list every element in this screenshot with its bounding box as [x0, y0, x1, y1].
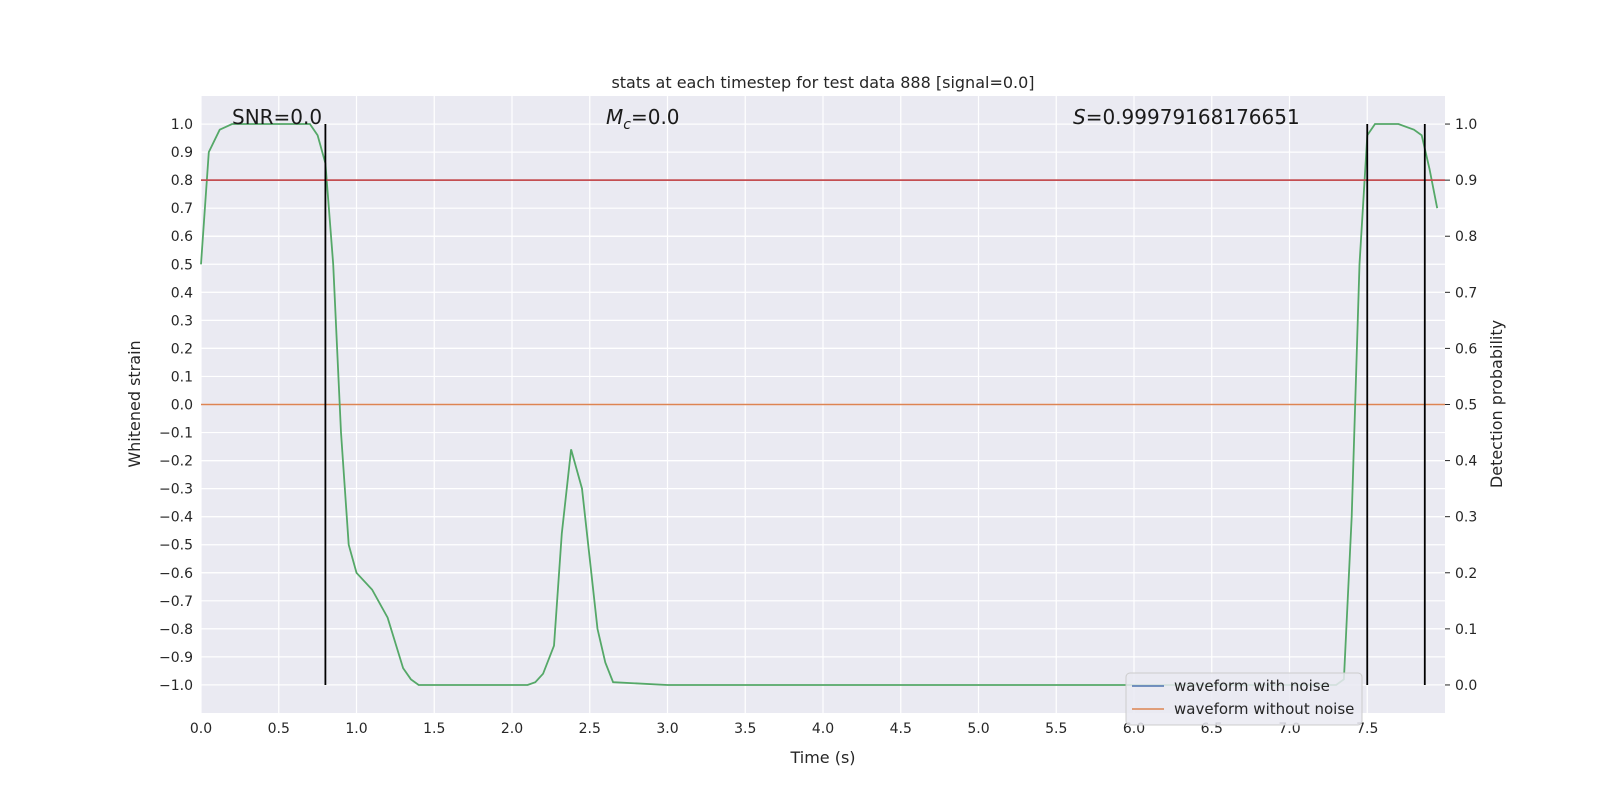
legend-label-noise: waveform with noise [1174, 677, 1330, 695]
s-symbol: S [1073, 105, 1086, 129]
y-right-tick-label: 0.2 [1455, 566, 1477, 582]
y-tick-label: −0.8 [159, 622, 193, 638]
x-tick-label: 5.5 [1045, 721, 1067, 737]
y-tick-label: −0.5 [159, 538, 193, 554]
y-tick-label: 0.0 [171, 398, 193, 414]
y-tick-label: −1.0 [159, 678, 193, 694]
y-right-tick-label: 0.6 [1455, 341, 1477, 357]
legend-box [1125, 672, 1363, 726]
y-tick-label: −0.7 [159, 594, 193, 610]
y-right-tick-label: 0.1 [1455, 622, 1477, 638]
y-right-tick-label: 0.3 [1455, 510, 1477, 526]
y-tick-label: 0.6 [171, 229, 193, 245]
y-tick-label: 0.3 [171, 313, 193, 329]
y-tick-label: −0.3 [159, 482, 193, 498]
x-tick-label: 3.5 [734, 721, 756, 737]
x-tick-label: 0.5 [268, 721, 290, 737]
y-tick-label: −0.4 [159, 510, 193, 526]
legend-label-clean: waveform without noise [1174, 700, 1354, 718]
y-tick-label: 0.2 [171, 341, 193, 357]
y-right-tick-label: 0.0 [1455, 678, 1477, 694]
legend: waveform with noise waveform without noi… [1125, 672, 1363, 726]
y-tick-label: 0.7 [171, 201, 193, 217]
x-tick-label: 1.0 [345, 721, 367, 737]
y-tick-label: 0.9 [171, 145, 193, 161]
x-tick-label: 3.0 [656, 721, 678, 737]
mc-value: =0.0 [631, 105, 680, 129]
y-tick-label: 1.0 [171, 117, 193, 133]
s-value: =0.99979168176651 [1086, 105, 1300, 129]
y-tick-label: 0.4 [171, 285, 193, 301]
line-layer [200, 123, 1445, 686]
y-right-tick-label: 0.4 [1455, 454, 1477, 470]
y-tick-label: −0.6 [159, 566, 193, 582]
y-right-tick-label: 0.8 [1455, 229, 1477, 245]
y-tick-label: −0.9 [159, 650, 193, 666]
x-tick-label: 4.0 [812, 721, 834, 737]
x-tick-label: 7.5 [1356, 721, 1378, 737]
x-tick-label: 4.5 [890, 721, 912, 737]
chart-title: stats at each timestep for test data 888… [611, 73, 1034, 92]
y-right-tick-label: 0.5 [1455, 398, 1477, 414]
mc-annotation: Mc=0.0 [606, 105, 680, 133]
x-tick-label: 2.5 [579, 721, 601, 737]
y-tick-label: −0.1 [159, 426, 193, 442]
snr-annotation: SNR=0.0 [232, 105, 322, 129]
y-tick-label: 0.5 [171, 257, 193, 273]
detection-probability-line [200, 123, 1439, 686]
x-axis-label: Time (s) [789, 748, 855, 767]
y-tick-labels: −1.0 −0.9 −0.8 −0.7 −0.6 −0.5 −0.4 −0.3 −0.2 −0.1… [159, 117, 193, 694]
mc-symbol: M [606, 105, 623, 129]
y-tick-label: −0.2 [159, 454, 193, 470]
x-tick-label: 1.5 [423, 721, 445, 737]
y-tick-label: 0.1 [171, 369, 193, 385]
y-right-tick-label: 0.9 [1455, 173, 1477, 189]
y-right-tick-label: 0.7 [1455, 285, 1477, 301]
y-right-axis-label: Detection probability [1487, 320, 1506, 488]
x-tick-label: 0.0 [190, 721, 212, 737]
vertical-lines [324, 124, 1426, 685]
mc-subscript: c [623, 117, 631, 133]
s-annotation: S=0.99979168176651 [1073, 105, 1300, 129]
x-tick-labels: 0.0 0.5 1.0 1.5 2.0 2.5 3.0 3.5 4.0 4.5 5.0 5.5 6.0 6… [190, 721, 1379, 737]
y-axis-label: Whitened strain [125, 340, 144, 467]
x-tick-label: 2.0 [501, 721, 523, 737]
y-right-tick-labels: 0.0 0.1 0.2 0.3 0.4 0.5 0.6 0.7 0.8 0.9 1.0 [1445, 117, 1477, 694]
x-tick-label: 5.0 [967, 721, 989, 737]
y-right-tick-label: 1.0 [1455, 117, 1477, 133]
y-tick-label: 0.8 [171, 173, 193, 189]
